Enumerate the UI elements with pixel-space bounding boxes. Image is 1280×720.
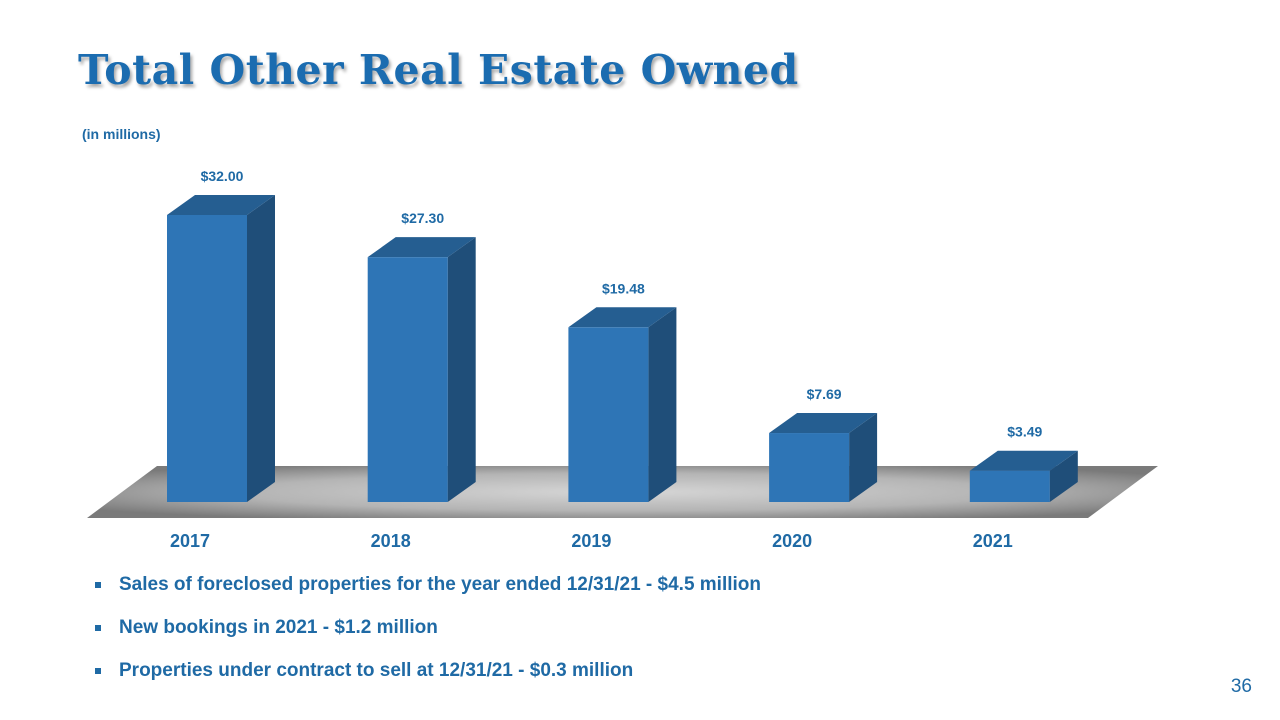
data-label-2017: $32.00	[201, 168, 244, 184]
bullet-item: New bookings in 2021 - $1.2 million	[95, 616, 761, 659]
bar-top-2019	[568, 307, 677, 328]
data-label-2018: $27.30	[401, 210, 444, 226]
bullet-item: Sales of foreclosed properties for the y…	[95, 573, 761, 616]
bar-side-2018	[447, 237, 476, 502]
bar-side-2020	[849, 413, 878, 502]
data-label-2021: $3.49	[1007, 424, 1042, 440]
bullet-square-icon	[95, 625, 101, 631]
bar-2017	[167, 215, 247, 502]
bar-2020	[769, 433, 850, 502]
bullet-square-icon	[95, 582, 101, 588]
x-tick-label-2018: 2018	[371, 531, 411, 551]
bar-top-2021	[969, 450, 1078, 471]
bar-side-2019	[648, 307, 677, 502]
bullet-list: Sales of foreclosed properties for the y…	[95, 573, 761, 702]
bar-top-2020	[769, 413, 878, 434]
bullet-text: Properties under contract to sell at 12/…	[119, 660, 634, 681]
page-number: 36	[1230, 676, 1252, 697]
data-label-2020: $7.69	[807, 386, 842, 402]
x-tick-label-2017: 2017	[170, 531, 210, 551]
bullet-text: Sales of foreclosed properties for the y…	[119, 574, 762, 595]
x-tick-label-2019: 2019	[571, 531, 611, 551]
bullet-text: New bookings in 2021 - $1.2 million	[119, 617, 438, 638]
bullet-square-icon	[95, 668, 101, 674]
chart-units-label: (in millions)	[82, 126, 161, 142]
bar-2019	[568, 327, 649, 502]
bar-side-2021	[1049, 450, 1078, 502]
bullet-item: Properties under contract to sell at 12/…	[95, 659, 761, 702]
bar-side-2017	[247, 195, 275, 502]
page-title: Total Other Real Estate Owned	[78, 46, 799, 94]
bar-top-2018	[367, 237, 476, 258]
bar-2021	[969, 470, 1050, 502]
bar-2018	[367, 257, 448, 502]
x-tick-label-2020: 2020	[772, 531, 812, 551]
data-label-2019: $19.48	[602, 280, 645, 296]
bar-top-2017	[167, 195, 275, 215]
x-tick-label-2021: 2021	[973, 531, 1013, 551]
